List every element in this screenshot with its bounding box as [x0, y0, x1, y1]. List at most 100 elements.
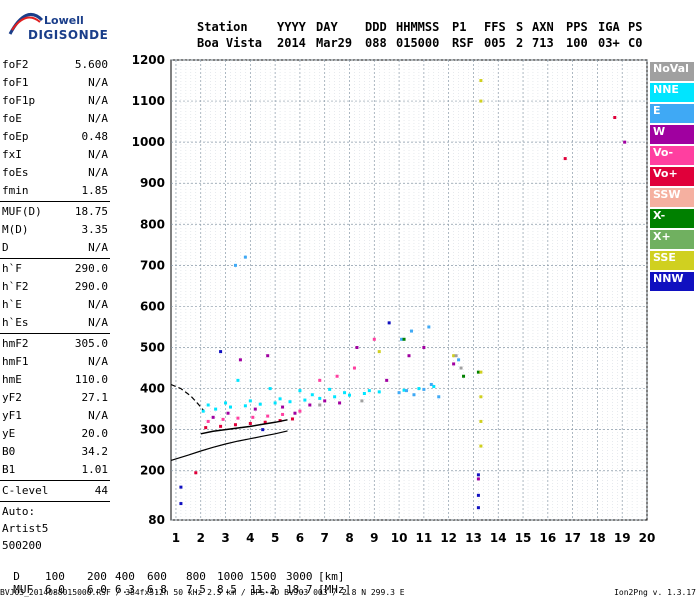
- muf-cell: 6.8: [147, 583, 167, 596]
- x-tick-label: 3: [221, 531, 229, 545]
- point-vo-: [563, 157, 567, 161]
- param-row: hmF2 305.0: [0, 335, 110, 353]
- point-nnw: [261, 428, 265, 432]
- param-divider: [0, 258, 110, 259]
- header-value-1: 2014: [277, 36, 306, 50]
- param-name: D: [2, 241, 9, 254]
- header-label-8: AXN: [532, 20, 554, 34]
- point-nne: [229, 405, 232, 409]
- x-tick-label: 11: [416, 531, 433, 545]
- point-nne: [432, 385, 436, 389]
- header-label-6: FFS: [484, 20, 506, 34]
- param-value: N/A: [88, 409, 108, 422]
- param-name: h`E: [2, 298, 22, 311]
- param-value: 290.0: [74, 280, 108, 293]
- param-value: 0.48: [81, 130, 109, 143]
- point-e: [412, 393, 416, 397]
- param-row: foE N/A: [0, 110, 110, 128]
- param-value: 5.600: [74, 58, 108, 71]
- legend: NoVal NNE E W Vo- Vo+ SSW X- X+ SSE NNW: [650, 62, 694, 293]
- point-nne: [236, 378, 240, 382]
- point-nne: [288, 400, 292, 404]
- param-name: fmin: [2, 184, 29, 197]
- x-tick-label: 13: [465, 531, 482, 545]
- param-row: hmE 110.0: [0, 371, 110, 389]
- header-value-0: Boa Vista: [197, 36, 263, 50]
- point-nne: [402, 388, 406, 392]
- point-x-: [462, 374, 466, 378]
- point-e: [233, 263, 237, 267]
- header-label-10: IGA: [598, 20, 620, 34]
- y-tick-label: 600: [140, 299, 165, 313]
- param-value: 18.75: [74, 205, 108, 218]
- param-value: N/A: [88, 76, 108, 89]
- distance-cell: 600: [147, 570, 167, 583]
- point-vo-: [335, 374, 339, 378]
- logo-mark-icon: [8, 12, 44, 35]
- x-tick-label: 5: [271, 531, 279, 545]
- param-name: yF2: [2, 391, 22, 404]
- point-vo-: [233, 423, 237, 427]
- param-name: h`F2: [2, 280, 29, 293]
- param-value: N/A: [88, 355, 108, 368]
- param-row: B1 1.01: [0, 461, 110, 479]
- point-e: [427, 325, 431, 329]
- point-nnw: [219, 350, 223, 354]
- header-label-11: PS: [628, 20, 643, 34]
- point-sse: [479, 395, 483, 399]
- point-vo-: [236, 416, 240, 420]
- distance-cell: 3000: [286, 570, 313, 583]
- point-nne: [268, 387, 272, 391]
- point-sse: [479, 99, 483, 103]
- file-info: BVJ03_2014088015000.RSF / 384fx512h 50 k…: [0, 588, 405, 597]
- x-tick-label: 9: [370, 531, 378, 545]
- param-value: N/A: [88, 166, 108, 179]
- muf-label: MUF: [13, 583, 34, 596]
- point-w: [293, 411, 297, 415]
- point-vo-: [613, 116, 617, 119]
- muf-cell: 18.7: [286, 583, 313, 596]
- point-w: [422, 346, 426, 349]
- param-value: N/A: [88, 316, 108, 329]
- param-value: 20.0: [81, 427, 109, 440]
- param-row: C-level 44: [0, 482, 110, 500]
- point-nnw: [387, 321, 391, 325]
- legend-e: E: [650, 104, 694, 123]
- point-e: [437, 395, 441, 399]
- point-vo-: [318, 378, 322, 382]
- y-tick-label: 80: [148, 513, 165, 527]
- x-tick-label: 20: [639, 531, 656, 545]
- legend-sse: SSE: [650, 251, 694, 270]
- point-nne: [417, 387, 421, 391]
- y-tick-label: 900: [140, 176, 165, 190]
- point-w: [452, 362, 456, 366]
- param-name: foE: [2, 112, 22, 125]
- point-nne: [258, 402, 262, 406]
- point-nne: [333, 395, 337, 399]
- header-value-5: RSF: [452, 36, 474, 50]
- param-name: h`Es: [2, 316, 29, 329]
- auto-line: Auto:: [2, 505, 36, 518]
- point-vo-: [221, 417, 225, 421]
- point-w: [281, 405, 285, 409]
- param-row: foEp 0.48: [0, 128, 110, 146]
- param-row: B0 34.2: [0, 443, 110, 461]
- point-vo-: [206, 419, 210, 423]
- param-name: foF1: [2, 76, 29, 89]
- param-row: foEs N/A: [0, 164, 110, 182]
- param-value: 305.0: [74, 337, 108, 350]
- distance-cell: 800: [186, 570, 206, 583]
- param-name: hmE: [2, 373, 22, 386]
- header-label-2: DAY: [316, 20, 338, 34]
- param-name: hmF2: [2, 337, 29, 350]
- point-w: [355, 346, 359, 349]
- x-tick-label: 15: [515, 531, 532, 545]
- point-nne: [224, 401, 228, 405]
- param-name: M(D): [2, 223, 29, 236]
- point-nnw: [179, 502, 183, 506]
- header-label-4: HHMMSS: [396, 20, 440, 34]
- param-value: 290.0: [74, 262, 108, 275]
- point-vo-: [219, 424, 223, 428]
- param-row: h`Es N/A: [0, 314, 110, 332]
- muf-cell: [MHz]: [318, 583, 352, 596]
